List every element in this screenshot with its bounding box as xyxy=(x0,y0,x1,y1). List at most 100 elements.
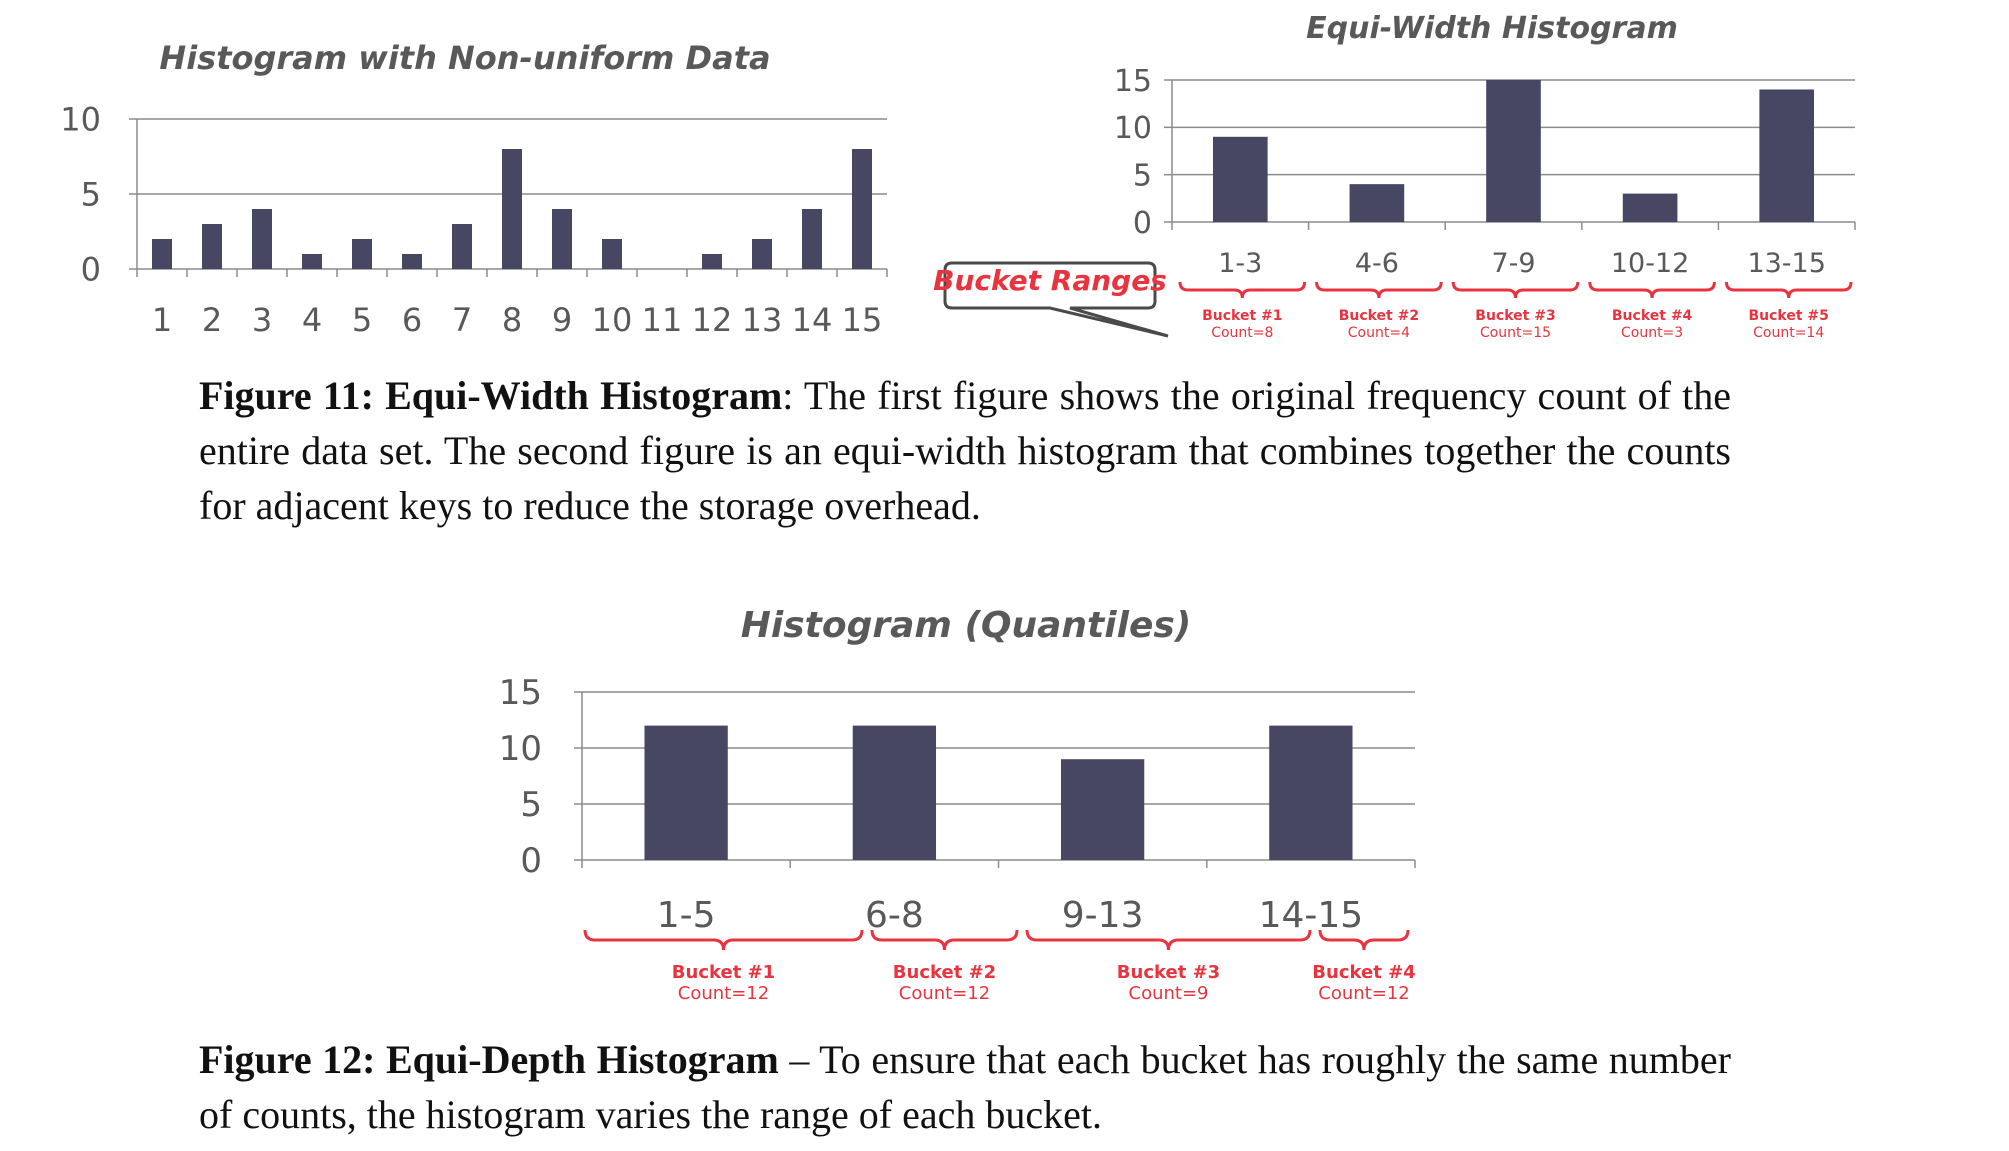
equi-depth-bucket-label: Bucket #2 xyxy=(893,962,996,983)
equi-depth-bucket-brace xyxy=(583,929,864,951)
equi-width-bucket-brace xyxy=(1724,281,1853,299)
c2-bar-10-12 xyxy=(1622,193,1678,222)
equi-width-bucket-count: Count=15 xyxy=(1480,325,1551,341)
equi-width-bucket-label: Bucket #1 xyxy=(1202,308,1282,324)
c1-bar-5 xyxy=(352,239,372,269)
c1-bar-10 xyxy=(602,239,622,269)
equi-width-bucket-label: Bucket #4 xyxy=(1612,308,1693,324)
equi-depth-bucket-brace xyxy=(870,929,1019,951)
equi-width-bucket-brace xyxy=(1451,281,1580,299)
c1-xtick-label: 10 xyxy=(592,301,633,339)
c3-bar-14-15 xyxy=(1269,725,1353,860)
equi-depth-bucket-count: Count=12 xyxy=(678,983,769,1004)
c1-xtick-label: 12 xyxy=(692,301,733,339)
equi-width-bucket-count: Count=8 xyxy=(1211,325,1273,341)
equi-depth-bucket-count: Count=12 xyxy=(1318,983,1409,1004)
c1-ytick-label: 10 xyxy=(60,101,101,139)
callout-text: Bucket Ranges xyxy=(933,264,1167,297)
c2-bar-4-6 xyxy=(1349,184,1405,222)
c2-ytick-label: 10 xyxy=(1114,111,1152,146)
chart-quantiles: Histogram (Quantiles) 0 5 10 15 1-5 6-8 9-13 14… xyxy=(499,605,1416,1004)
equi-width-bucket-count: Count=4 xyxy=(1348,325,1410,341)
c1-bar-13 xyxy=(752,239,772,269)
c2-ytick-label: 15 xyxy=(1114,64,1152,99)
c2-bar-13-15 xyxy=(1759,89,1815,222)
figure-11-label: Figure 11: Equi-Width Histogram xyxy=(199,373,783,418)
c3-ytick-label: 5 xyxy=(520,785,542,825)
chart2-title: Equi-Width Histogram xyxy=(1306,11,1678,46)
figure-11-caption: Figure 11: Equi-Width Histogram: The fir… xyxy=(199,368,1731,533)
c1-xtick-label: 4 xyxy=(302,301,322,339)
equi-width-bucket-count: Count=14 xyxy=(1753,325,1824,341)
c1-xtick-label: 8 xyxy=(502,301,522,339)
c1-ytick-label: 5 xyxy=(81,176,101,214)
callout-bubble xyxy=(943,261,1169,338)
equi-depth-bucket-label: Bucket #4 xyxy=(1312,962,1415,983)
c1-xtick-label: 2 xyxy=(202,301,222,339)
equi-width-bucket-label: Bucket #3 xyxy=(1475,308,1555,324)
c1-bar-2 xyxy=(202,224,222,269)
c2-ytick-label: 0 xyxy=(1133,206,1152,241)
equi-depth-bucket-brace xyxy=(1318,929,1410,951)
c1-bar-4 xyxy=(302,254,322,269)
c3-ytick-label: 0 xyxy=(520,841,542,881)
c1-xtick-label: 13 xyxy=(742,301,783,339)
chart3-title: Histogram (Quantiles) xyxy=(741,605,1192,646)
c1-xtick-label: 5 xyxy=(352,301,372,339)
c1-xtick-label: 11 xyxy=(642,301,683,339)
chart1-title: Histogram with Non-uniform Data xyxy=(159,39,770,77)
c2-xtick-label: 10-12 xyxy=(1611,248,1689,279)
equi-width-bucket-brace xyxy=(1588,281,1716,299)
c2-ytick-label: 5 xyxy=(1133,158,1152,193)
c3-xtick-label: 1-5 xyxy=(657,895,716,936)
chart-equi-width: Equi-Width Histogram 0 5 10 15 1-3 4-6 7-9 10-1… xyxy=(933,11,1856,341)
c1-bar-8 xyxy=(502,149,522,269)
c1-xtick-label: 14 xyxy=(792,301,833,339)
c3-bar-6-8 xyxy=(852,725,937,860)
c2-bar-7-9 xyxy=(1486,80,1541,222)
c1-bar-1 xyxy=(152,239,172,269)
c1-ytick-label: 0 xyxy=(81,251,101,289)
c3-bar-9-13 xyxy=(1060,759,1145,860)
equi-width-bucket-count: Count=3 xyxy=(1621,325,1683,341)
equi-width-bucket-brace xyxy=(1315,281,1443,299)
c3-bar-1-5 xyxy=(644,725,728,860)
equi-width-bucket-brace xyxy=(1178,281,1307,299)
c2-xtick-label: 4-6 xyxy=(1355,248,1399,279)
c1-xtick-label: 15 xyxy=(842,301,883,339)
c1-xtick-label: 7 xyxy=(452,301,472,339)
equi-width-bucket-label: Bucket #2 xyxy=(1339,308,1419,324)
equi-depth-bucket-brace xyxy=(1025,929,1312,951)
equi-depth-bucket-count: Count=9 xyxy=(1129,983,1209,1004)
c2-xtick-label: 1-3 xyxy=(1218,248,1262,279)
c1-bar-6 xyxy=(402,254,422,269)
c1-bar-9 xyxy=(552,209,572,269)
c3-xtick-label: 6-8 xyxy=(865,895,924,936)
c2-xtick-label: 7-9 xyxy=(1491,248,1535,279)
c3-ytick-label: 10 xyxy=(499,729,542,769)
c1-xtick-label: 6 xyxy=(402,301,422,339)
c1-bar-14 xyxy=(802,209,822,269)
c2-xtick-label: 13-15 xyxy=(1747,248,1825,279)
figure-12-caption: Figure 12: Equi-Depth Histogram – To ens… xyxy=(199,1032,1731,1142)
c1-bar-3 xyxy=(252,209,272,269)
figure-11-text: : The first figure shows the original fr… xyxy=(199,373,1732,528)
c1-xtick-label: 3 xyxy=(252,301,272,339)
c2-bar-1-3 xyxy=(1212,136,1268,222)
equi-depth-bucket-label: Bucket #3 xyxy=(1117,962,1220,983)
c3-xtick-label: 14-15 xyxy=(1259,895,1364,936)
c1-bar-7 xyxy=(452,224,472,269)
c1-bar-15 xyxy=(852,149,872,269)
c3-xtick-label: 9-13 xyxy=(1062,895,1144,936)
figure-12-label: Figure 12: Equi-Depth Histogram xyxy=(199,1037,779,1082)
figure-12-text: – To ensure that each bucket has roughly… xyxy=(199,1037,1731,1137)
c3-ytick-label: 15 xyxy=(499,673,542,713)
equi-depth-bucket-count: Count=12 xyxy=(899,983,990,1004)
equi-depth-bucket-label: Bucket #1 xyxy=(672,962,775,983)
c1-bar-12 xyxy=(702,254,722,269)
c1-xtick-label: 1 xyxy=(152,301,172,339)
equi-width-bucket-label: Bucket #5 xyxy=(1748,308,1828,324)
c1-xtick-label: 9 xyxy=(552,301,572,339)
